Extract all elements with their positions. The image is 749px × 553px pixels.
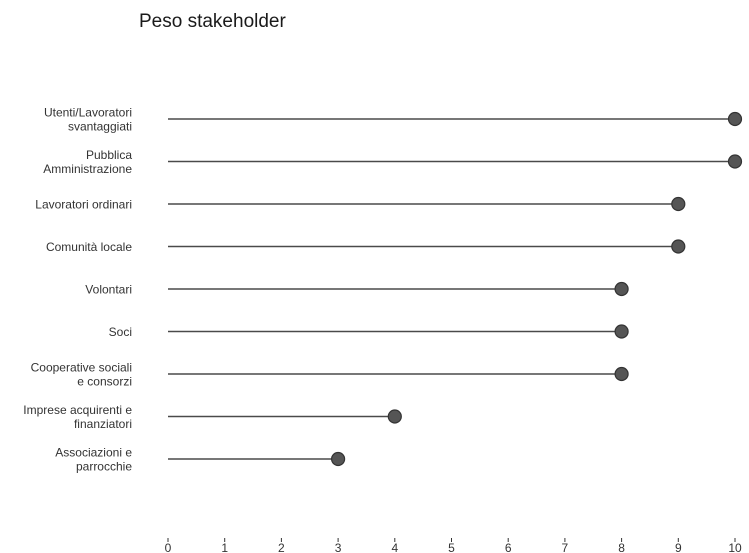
category-label-line: Amministrazione	[43, 162, 132, 176]
category-label-line: Imprese acquirenti e	[23, 403, 132, 417]
data-point	[614, 366, 629, 382]
stems-layer	[168, 118, 735, 460]
data-point	[727, 154, 743, 169]
category-label-line: Soci	[109, 325, 132, 339]
x-tick-label: 0	[165, 541, 172, 553]
category-label-line: Comunità locale	[46, 240, 132, 254]
data-point	[387, 409, 402, 424]
x-tick-label: 5	[448, 541, 455, 553]
category-label-line: Associazioni e	[55, 446, 132, 460]
x-tick-label: 6	[505, 541, 512, 553]
category-labels: Utenti/Lavoratori svantaggiati Pubblica Amm…	[23, 106, 132, 474]
category-label-line: svantaggiati	[68, 120, 132, 134]
data-point	[671, 239, 686, 254]
category-label: Soci	[109, 325, 132, 339]
category-label-line: Utenti/Lavoratori	[44, 106, 132, 120]
category-label-line: e consorzi	[77, 375, 132, 389]
x-tick-label: 4	[391, 541, 398, 553]
x-tick-label: 10	[728, 541, 742, 553]
data-point	[614, 281, 629, 297]
points-layer	[331, 111, 743, 467]
category-label: Associazioni e parrocchie	[55, 446, 132, 474]
category-label: Utenti/Lavoratori svantaggiati	[44, 106, 132, 134]
category-label: Comunità locale	[46, 240, 132, 254]
category-label: Volontari	[85, 283, 132, 297]
x-axis: 0 1 2 3 4 5 6 7 8 9 10	[165, 538, 742, 553]
category-label: Lavoratori ordinari	[35, 198, 132, 212]
chart-title: Peso stakeholder	[139, 11, 286, 32]
data-point	[727, 111, 743, 127]
category-label: Imprese acquirenti e finanziatori	[23, 403, 132, 431]
x-tick-label: 9	[675, 541, 682, 553]
data-point	[331, 451, 346, 467]
category-label-line: Pubblica	[86, 148, 132, 162]
x-tick-label: 7	[562, 541, 569, 553]
category-label-line: Cooperative sociali	[31, 361, 132, 375]
x-tick-label: 1	[221, 541, 228, 553]
category-label-line: parrocchie	[76, 460, 132, 474]
category-label: Pubblica Amministrazione	[43, 148, 132, 176]
category-label: Cooperative sociali e consorzi	[31, 361, 132, 389]
x-tick-label: 2	[278, 541, 285, 553]
x-tick-label: 8	[618, 541, 625, 553]
data-point	[614, 324, 629, 339]
x-tick-label: 3	[335, 541, 342, 553]
category-label-line: finanziatori	[74, 417, 132, 431]
category-label-line: Lavoratori ordinari	[35, 198, 132, 212]
category-label-line: Volontari	[85, 283, 132, 297]
data-point	[671, 196, 686, 212]
